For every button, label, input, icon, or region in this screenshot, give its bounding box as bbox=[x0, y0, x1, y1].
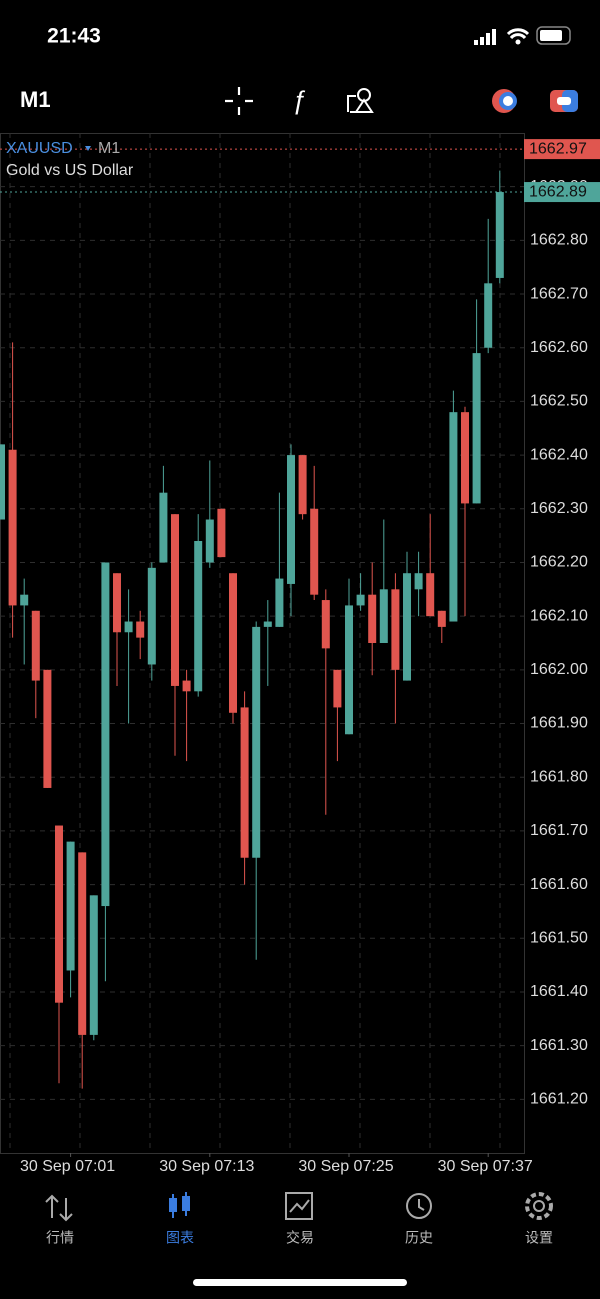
x-tick-label: 30 Sep 07:25 bbox=[298, 1158, 393, 1175]
candle-body bbox=[426, 573, 435, 617]
timeframe-button[interactable]: M1 bbox=[20, 87, 51, 112]
battery-level bbox=[540, 30, 562, 41]
candle-body bbox=[495, 192, 504, 278]
symbol-description: Gold vs US Dollar bbox=[6, 162, 134, 179]
candle-body bbox=[205, 519, 214, 563]
candle-body bbox=[310, 508, 319, 595]
y-tick-label: 1662.80 bbox=[530, 232, 588, 249]
ask-label-box bbox=[524, 139, 600, 160]
y-tick-label: 1662.40 bbox=[530, 446, 588, 463]
chart-tab-icon bbox=[169, 1192, 190, 1218]
y-tick-label: 1661.40 bbox=[530, 983, 588, 1000]
y-tick-label: 1662.30 bbox=[530, 500, 588, 517]
objects-button[interactable] bbox=[347, 88, 374, 113]
y-tick-label: 1662.50 bbox=[530, 393, 588, 410]
candle-body bbox=[437, 610, 446, 627]
tab-label[interactable]: 图表 bbox=[166, 1230, 194, 1246]
candle-body bbox=[182, 680, 191, 692]
candle-body bbox=[31, 610, 40, 681]
tab-label[interactable]: 设置 bbox=[525, 1230, 553, 1246]
candle-body bbox=[263, 621, 272, 627]
y-tick-label: 1661.80 bbox=[530, 768, 588, 785]
candle-body bbox=[403, 573, 411, 681]
tab-icons bbox=[45, 1192, 553, 1222]
y-tick-label: 1661.90 bbox=[530, 715, 588, 732]
battery bbox=[536, 26, 571, 45]
wifi-icon bbox=[506, 28, 530, 40]
tab-label[interactable]: 交易 bbox=[286, 1230, 314, 1246]
candle-body bbox=[345, 605, 353, 735]
candle-body bbox=[20, 594, 29, 606]
y-tick-label: 1662.20 bbox=[530, 554, 588, 571]
y-tick-label: 1662.00 bbox=[530, 661, 588, 678]
y-tick-label: 1661.70 bbox=[530, 822, 588, 839]
wifi-dot bbox=[515, 39, 521, 45]
candle-body bbox=[229, 573, 237, 713]
candle-body bbox=[194, 541, 203, 692]
y-tick-label: 1662.10 bbox=[530, 607, 588, 624]
candle-body bbox=[449, 412, 458, 622]
candle-body bbox=[321, 600, 330, 649]
x-tick-label: 30 Sep 07:01 bbox=[20, 1158, 115, 1175]
candle-body bbox=[113, 573, 121, 633]
candle-body bbox=[171, 514, 179, 686]
ask-label: 1662.97 bbox=[529, 140, 587, 157]
chart-frame bbox=[0, 133, 525, 1154]
x-tick-label: 30 Sep 07:37 bbox=[438, 1158, 533, 1175]
y-tick-label: 1661.60 bbox=[530, 876, 588, 893]
tab-label[interactable]: 行情 bbox=[46, 1230, 74, 1246]
candle-body bbox=[240, 707, 249, 858]
candle-body bbox=[287, 455, 295, 584]
candle-body bbox=[43, 669, 52, 788]
candle-body bbox=[379, 589, 388, 643]
candle-body bbox=[66, 841, 75, 971]
y-tick-label: 1661.30 bbox=[530, 1037, 588, 1054]
tab-label[interactable]: 历史 bbox=[405, 1230, 433, 1246]
candle-body bbox=[275, 578, 284, 627]
candle-body bbox=[159, 492, 168, 563]
trade-button[interactable] bbox=[550, 90, 578, 112]
candle-body bbox=[147, 567, 156, 665]
candle-body bbox=[298, 455, 307, 515]
account-button[interactable] bbox=[492, 89, 517, 113]
candle-body bbox=[217, 508, 226, 558]
bid-label: 1662.89 bbox=[529, 183, 587, 200]
candle-body bbox=[8, 449, 17, 606]
candle-body bbox=[55, 825, 63, 1003]
indicators-button[interactable]: ƒ bbox=[292, 85, 306, 115]
y-tick-label: 1662.70 bbox=[530, 285, 588, 302]
y-tick-label: 1662.60 bbox=[530, 339, 588, 356]
candle-body bbox=[101, 562, 110, 907]
candle-body bbox=[89, 895, 98, 1035]
chart-timeframe: M1 bbox=[98, 140, 120, 157]
signal-icon bbox=[474, 29, 496, 45]
candle-body bbox=[124, 621, 133, 633]
home-indicator bbox=[193, 1279, 407, 1286]
symbol-dropdown[interactable] bbox=[85, 146, 91, 151]
symbol[interactable]: XAUUSD bbox=[6, 140, 73, 157]
candle-body bbox=[356, 594, 365, 606]
candle-body bbox=[391, 589, 400, 670]
candle-body bbox=[484, 283, 493, 348]
y-tick-label: 1661.20 bbox=[530, 1091, 588, 1108]
candle-body bbox=[472, 353, 481, 504]
bid-label-box bbox=[524, 182, 600, 203]
candle-body bbox=[333, 669, 342, 708]
x-tick-label: 30 Sep 07:13 bbox=[159, 1158, 254, 1175]
candle-body bbox=[461, 412, 469, 504]
candle-body bbox=[414, 573, 423, 590]
candle-body bbox=[252, 626, 261, 858]
clock: 21:43 bbox=[47, 25, 101, 48]
candle-body bbox=[78, 852, 87, 1035]
crosshair-button[interactable] bbox=[225, 87, 253, 115]
candle-body bbox=[368, 594, 377, 643]
y-tick-label: 1661.50 bbox=[530, 929, 588, 946]
candle-body bbox=[0, 444, 5, 520]
candle-body bbox=[136, 621, 145, 638]
